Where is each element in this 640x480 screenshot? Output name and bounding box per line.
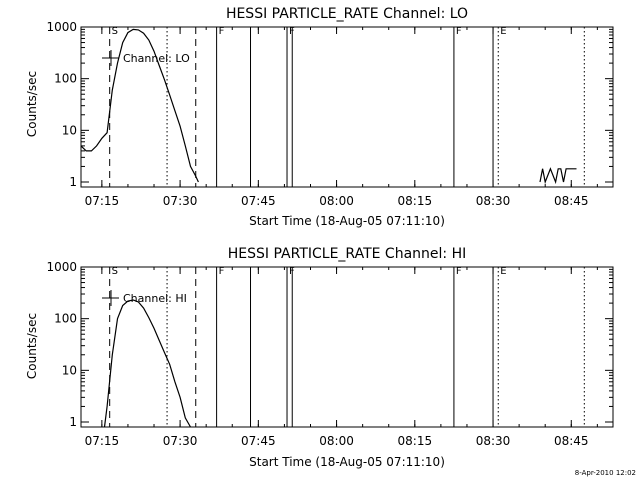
event-marker-label: E [500,266,506,277]
series-line [103,299,192,428]
plot-area: 07:15 07:30 07:45 08:00 08:15 08:30 08:45 1 10 10… [46,20,614,208]
event-marker-label: S [112,26,118,37]
x-tick-label: 07:15 [85,434,120,448]
x-tick-label: 07:15 [85,194,120,208]
plot-frame [80,266,614,428]
x-tick-label: 07:30 [163,194,198,208]
event-marker-label: F [456,266,462,277]
x-tick-label: 08:30 [476,434,511,448]
series-line [80,28,199,183]
event-marker-label: F [219,266,225,277]
y-axis-label: Counts/sec [25,313,39,379]
event-marker-label: E [500,26,506,37]
x-tick-label: 08:45 [554,194,589,208]
legend-label: Channel: LO [123,52,190,65]
x-tick-label: 08:30 [476,194,511,208]
event-marker-label: F [219,26,225,37]
event-marker-label: S [112,266,118,277]
timestamp-footer: 8-Apr-2010 12:02 [574,469,636,477]
y-tick-label: 10 [62,363,77,377]
x-tick-label: 07:45 [241,194,276,208]
x-tick-label: 08:00 [319,434,354,448]
event-marker-label: F [456,26,462,37]
x-tick-label: 08:15 [398,194,433,208]
x-tick-label: 07:30 [163,434,198,448]
x-tick-label: 08:15 [398,434,433,448]
x-axis-label: Start Time (18-Aug-05 07:11:10) [249,214,445,228]
plot-area: 07:15 07:30 07:45 08:00 08:15 08:30 08:45 1 10 10… [46,260,614,448]
y-tick-label: 10 [62,123,77,137]
plot-frame [80,26,614,188]
y-tick-label: 1 [69,175,77,189]
series-line [539,167,577,185]
y-tick-label: 1 [69,415,77,429]
y-tick-label: 1000 [46,260,77,274]
legend-label: Channel: HI [123,292,187,305]
panel-title: HESSI PARTICLE_RATE Channel: LO [226,6,468,22]
panel-title: HESSI PARTICLE_RATE Channel: HI [228,246,466,262]
y-axis-label: Counts/sec [25,71,39,137]
panel-hi: HESSI PARTICLE_RATE Channel: HI Counts/s… [25,246,614,469]
panel-lo: HESSI PARTICLE_RATE Channel: LO Counts/s… [25,6,614,228]
x-axis-label: Start Time (18-Aug-05 07:11:10) [249,455,445,469]
y-tick-label: 100 [54,312,77,326]
x-tick-label: 08:00 [319,194,354,208]
y-tick-label: 1000 [46,20,77,34]
y-tick-label: 100 [54,72,77,86]
x-tick-label: 07:45 [241,434,276,448]
x-tick-label: 08:45 [554,434,589,448]
